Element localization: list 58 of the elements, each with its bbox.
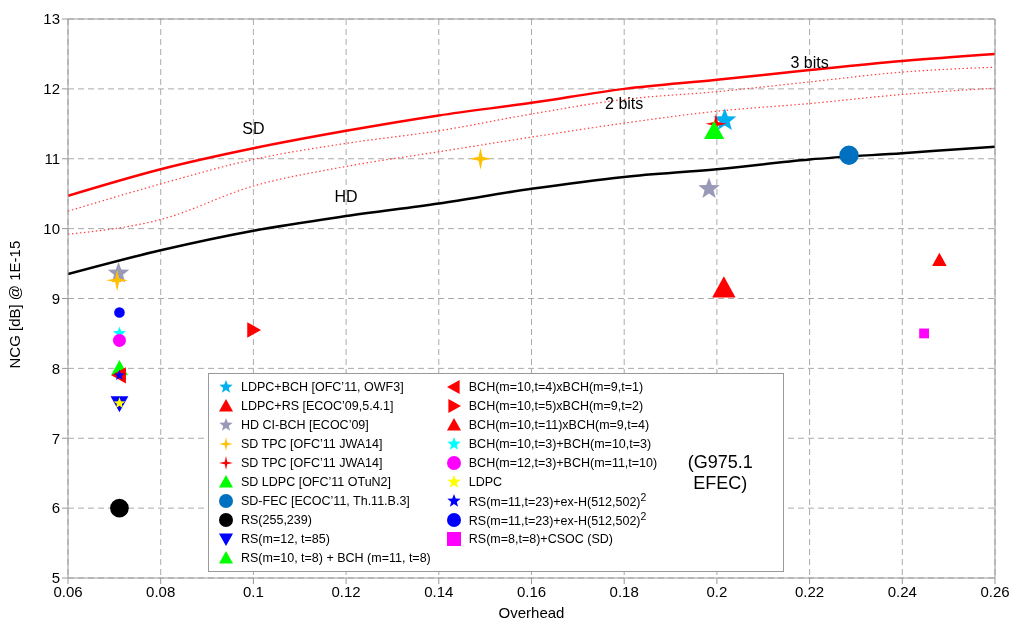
point [110, 498, 129, 518]
y-tick-label: 6 [51, 499, 60, 517]
point [713, 108, 737, 131]
legend-label: LDPC+BCH [OFC’11, OWF3] [241, 380, 404, 394]
y-tick-label: 13 [43, 10, 60, 28]
point [698, 177, 720, 198]
legend-label: RS(m=11,t=23)+ex-H(512,502)$^{2}$ [468, 492, 647, 510]
legend-label: SD TPC [OFC’11 JWA14] [241, 437, 383, 451]
y-axis-title: NCG [dB] @ 1E-15 [6, 240, 24, 369]
y-tick-label: 8 [51, 359, 60, 377]
point [712, 276, 736, 298]
point [247, 322, 262, 338]
legend-label: SD-FEC [ECOC’11, Th.11.B.3] [241, 494, 410, 508]
legend-label: LDPC+RS [ECOC’09,5.4.1] [241, 399, 394, 413]
legend-label: BCH(m=10,t=4)xBCH(m=9,t=1) [468, 380, 644, 394]
point [112, 333, 126, 347]
point [469, 147, 492, 170]
y-tick-label: 10 [43, 219, 60, 237]
annotation: (G975.1 EFEC) [686, 451, 754, 494]
x-tick-label: 0.2 [706, 582, 728, 600]
annotation: 3 bits [790, 53, 829, 71]
legend-label: BCH(m=12,t=3)+BCH(m=11,t=10) [468, 456, 658, 470]
y-tick-label: 7 [51, 429, 60, 447]
x-axis-title: Overhead [498, 604, 565, 621]
legend-label: RS(m=10, t=8) + BCH (m=11, t=8) [241, 551, 431, 565]
point [704, 120, 725, 139]
x-tick-label: 0.1 [242, 582, 264, 600]
legend-label: LDPC [468, 475, 503, 489]
point [106, 269, 129, 292]
annotation: 2 bits [605, 94, 644, 112]
x-tick-label: 0.16 [516, 582, 547, 600]
x-tick-label: 0.12 [331, 582, 361, 600]
point [114, 307, 125, 318]
legend-label: BCH(m=10,t=11)xBCH(m=9,t=4) [468, 418, 650, 432]
line-series [68, 145, 995, 276]
y-tick-label: 9 [51, 289, 60, 307]
legend-label: RS(m=12, t=85) [241, 532, 330, 546]
legend-label: SD TPC [OFC’11 JWA14] [241, 456, 383, 470]
legend-label: BCH(m=10,t=5)xBCH(m=9,t=2) [468, 399, 644, 413]
point [839, 145, 859, 165]
x-tick-label: 0.26 [980, 582, 1010, 600]
point [932, 252, 947, 266]
x-tick-label: 0.22 [795, 582, 825, 600]
x-tick-label: 0.24 [887, 582, 917, 600]
legend-label: HD CI-BCH [ECOC’09] [241, 418, 369, 432]
legend-label: SD LDPC [OFC’11 OTuN2] [241, 475, 392, 489]
y-tick-label: 12 [43, 80, 60, 98]
legend-label: RS(m=8,t=8)+CSOC (SD) [468, 532, 613, 546]
legend-label: RS(255,239) [241, 513, 312, 527]
x-tick-label: 0.18 [609, 582, 639, 600]
x-tick-label: 0.08 [146, 582, 176, 600]
legend-label: BCH(m=10,t=3)+BCH(m=10,t=3) [468, 437, 652, 451]
x-tick-label: 0.14 [424, 582, 454, 600]
annotation: HD [334, 187, 358, 205]
annotation: SD [242, 119, 265, 137]
legend-label: RS(m=11,t=23)+ex-H(512,502)$^{2}$ [468, 511, 647, 529]
point [919, 328, 929, 339]
y-tick-label: 11 [44, 150, 60, 168]
